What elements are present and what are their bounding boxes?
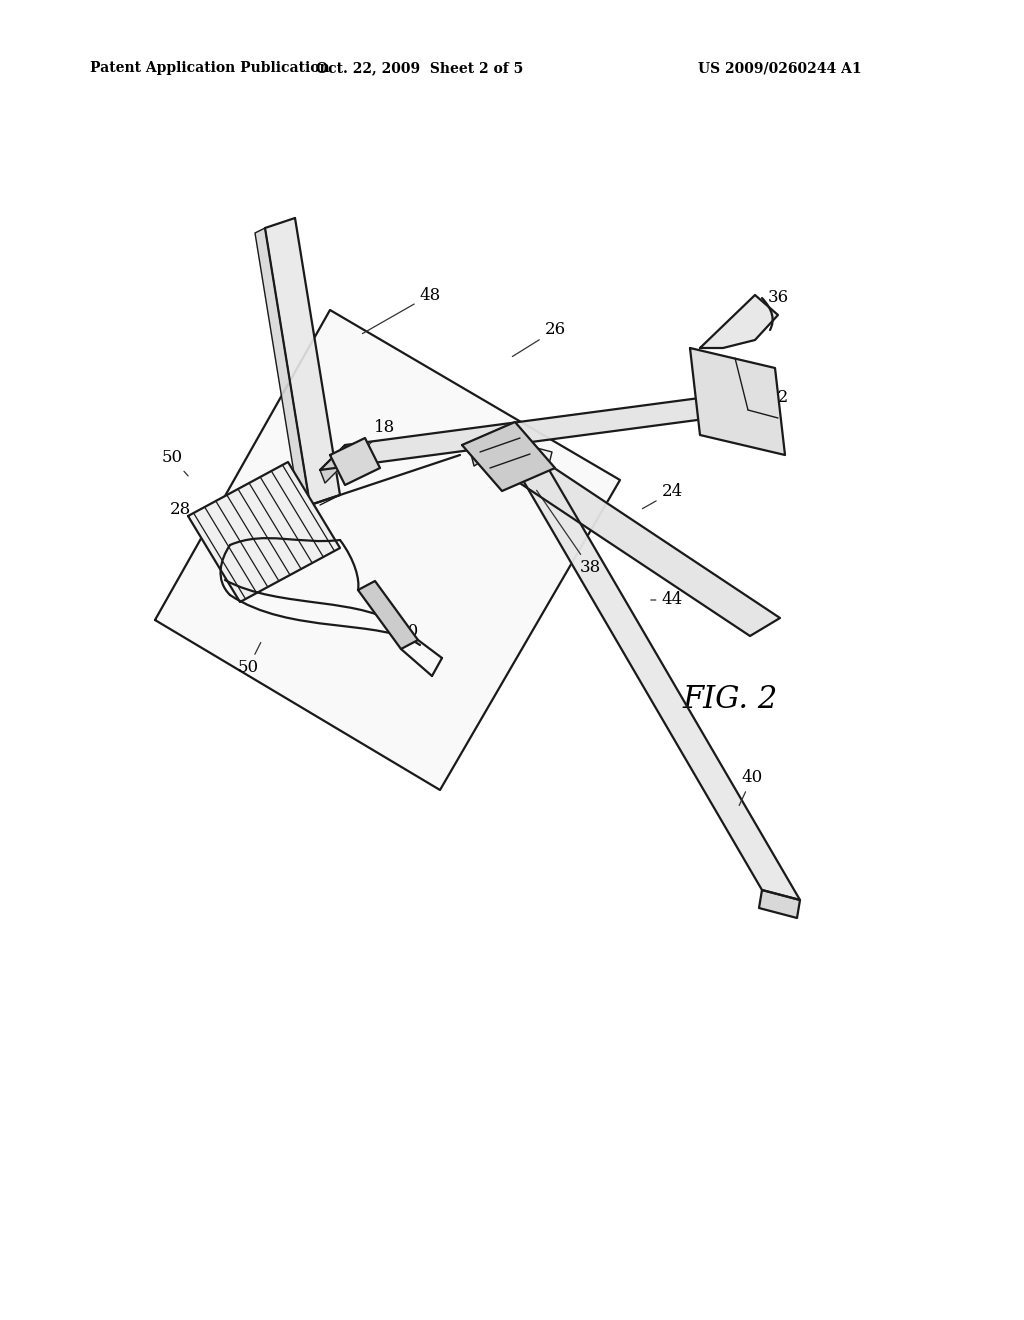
Text: 20: 20 [397,623,419,647]
Text: 44: 44 [651,591,683,609]
Text: 24: 24 [642,483,683,508]
Polygon shape [510,442,552,469]
Text: 28: 28 [169,502,208,527]
Polygon shape [155,310,620,789]
Polygon shape [462,422,555,491]
Polygon shape [255,228,310,510]
Text: 18: 18 [364,420,395,450]
Polygon shape [319,445,350,483]
Polygon shape [690,348,785,455]
Polygon shape [510,458,800,900]
Polygon shape [470,432,780,636]
Polygon shape [188,462,340,602]
Polygon shape [470,432,504,466]
Polygon shape [319,389,760,470]
Text: Oct. 22, 2009  Sheet 2 of 5: Oct. 22, 2009 Sheet 2 of 5 [316,61,523,75]
Text: 38: 38 [537,490,601,577]
Text: 36: 36 [762,289,788,310]
Text: 48: 48 [362,286,440,334]
Polygon shape [265,218,340,506]
Text: FIG. 2: FIG. 2 [682,685,777,715]
Polygon shape [330,438,380,484]
Polygon shape [700,294,778,348]
Text: 26: 26 [512,322,565,356]
Polygon shape [759,890,800,917]
Polygon shape [358,581,418,649]
Text: 50: 50 [162,450,188,477]
Text: 32: 32 [764,389,788,413]
Text: 40: 40 [739,770,763,805]
Text: 50: 50 [238,643,261,676]
Text: Patent Application Publication: Patent Application Publication [90,61,330,75]
Text: US 2009/0260244 A1: US 2009/0260244 A1 [698,61,862,75]
